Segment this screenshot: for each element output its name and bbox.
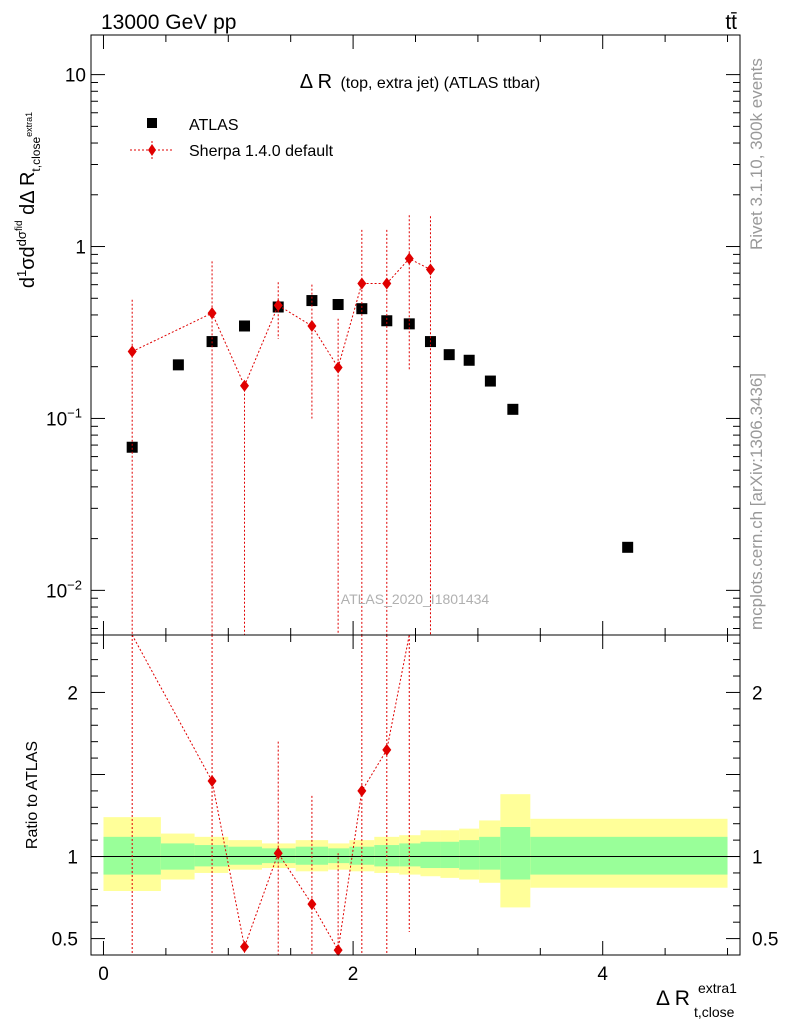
atlas-point-1 — [172, 359, 184, 371]
atlas-point-14 — [507, 403, 519, 415]
header-right: tt̄ — [725, 11, 737, 34]
band-inner-13 — [479, 836, 501, 870]
svg-text:t,close: t,close — [694, 1004, 735, 1020]
sherpa-point-6 — [357, 277, 367, 290]
side-text-top: Rivet 3.1.10, 300k events — [747, 58, 766, 250]
watermark: ATLAS_2020_I1801434 — [341, 591, 490, 607]
y-tick-label-ratio-0: 0.5 — [52, 930, 78, 951]
sherpa-point-4 — [307, 319, 317, 332]
svg-text:Δ R: Δ R — [656, 987, 690, 1010]
band-inner-5 — [295, 846, 329, 865]
band-inner-3 — [228, 846, 262, 865]
sherpa-point-5 — [333, 361, 343, 374]
legend-sherpa-label: Sherpa 1.4.0 default — [189, 143, 334, 160]
atlas-point-7 — [356, 303, 368, 315]
svg-text:extra1: extra1 — [698, 980, 737, 996]
legend-atlas-marker — [147, 118, 157, 128]
y-tick-label-main-0: 10 — [65, 66, 86, 87]
band-inner-2 — [194, 845, 229, 867]
sherpa-ratio-point-7 — [382, 743, 392, 756]
legend-atlas-label: ATLAS — [189, 117, 239, 134]
band-inner-14 — [500, 827, 531, 880]
side-text-bottom: mcplots.cern.ch [arXiv:1306.3436] — [747, 373, 766, 630]
atlas-point-11 — [443, 349, 455, 361]
header-left: 13000 GeV pp — [101, 11, 236, 34]
atlas-point-15 — [622, 541, 634, 553]
atlas-point-13 — [484, 375, 496, 387]
x-tick-label-1: 2 — [348, 964, 359, 985]
atlas-point-8 — [381, 315, 393, 327]
chart-title-suffix: (top, extra jet) (ATLAS ttbar) — [340, 75, 540, 92]
legend: ATLAS Sherpa 1.4.0 default — [130, 117, 334, 160]
x-tick-label-2: 4 — [597, 964, 608, 985]
y-axis-label-ratio: Ratio to ATLAS — [24, 741, 41, 849]
sherpa-series — [127, 215, 435, 957]
y-tick-label-ratio-right-1: 1 — [752, 848, 763, 869]
chart-title-prefix: Δ R — [300, 71, 332, 93]
sherpa-ratio-point-3 — [273, 847, 283, 860]
atlas-point-6 — [332, 299, 344, 311]
band-inner-12 — [459, 840, 480, 870]
sherpa-ratio-point-2 — [240, 940, 250, 953]
y-tick-label-ratio-right-0: 0.5 — [752, 930, 778, 951]
atlas-point-0 — [126, 441, 138, 453]
band-inner-9 — [399, 843, 421, 867]
axis-ticks: 0 2 4 10 1 10−1 10−2 0.5 0.5 1 1 2 2 — [46, 35, 778, 985]
x-axis-label: Δ R extra1 t,close — [656, 980, 737, 1020]
chart-title: Δ R (top, extra jet) (ATLAS ttbar) — [300, 71, 540, 93]
atlas-point-5 — [306, 295, 318, 307]
y-tick-label-ratio-1: 1 — [67, 848, 78, 869]
sherpa-point-2 — [240, 379, 250, 392]
y-tick-label-main-2: 10−1 — [46, 405, 82, 430]
legend-sherpa-marker — [148, 144, 156, 156]
band-inner-15 — [530, 836, 728, 875]
atlas-point-3 — [239, 320, 251, 332]
band-inner-11 — [440, 841, 460, 869]
sherpa-point-0 — [127, 345, 137, 358]
y-tick-label-ratio-right-2: 2 — [752, 683, 763, 704]
sherpa-ratio-line — [131, 634, 410, 952]
sherpa-ratio-point-5 — [333, 944, 343, 957]
ratio-uncertainty-bands — [91, 794, 740, 908]
sherpa-point-9 — [425, 263, 435, 276]
sherpa-ratio-point-6 — [357, 784, 367, 797]
atlas-series — [126, 295, 634, 553]
atlas-point-12 — [463, 354, 475, 366]
band-inner-6 — [328, 848, 350, 864]
band-inner-10 — [420, 841, 441, 869]
sherpa-point-8 — [404, 252, 414, 265]
y-tick-label-main-3: 10−2 — [46, 577, 82, 602]
sherpa-ratio-point-1 — [207, 775, 217, 788]
svg-text:d1σddσfid dΔ Rt,closeextra1: d1σddσfid dΔ Rt,closeextra1 — [14, 112, 43, 288]
y-axis-label-main: d1σddσfid dΔ Rt,closeextra1 — [14, 112, 43, 288]
sherpa-point-1 — [207, 307, 217, 320]
y-tick-label-main-1: 1 — [75, 238, 86, 259]
sherpa-line — [131, 258, 431, 387]
sherpa-ratio-point-4 — [307, 898, 317, 911]
sherpa-point-3 — [273, 299, 283, 312]
ratio-plot-frame — [90, 634, 741, 956]
x-tick-label-0: 0 — [98, 964, 109, 985]
sherpa-point-7 — [382, 277, 392, 290]
y-tick-label-ratio-2: 2 — [67, 683, 78, 704]
